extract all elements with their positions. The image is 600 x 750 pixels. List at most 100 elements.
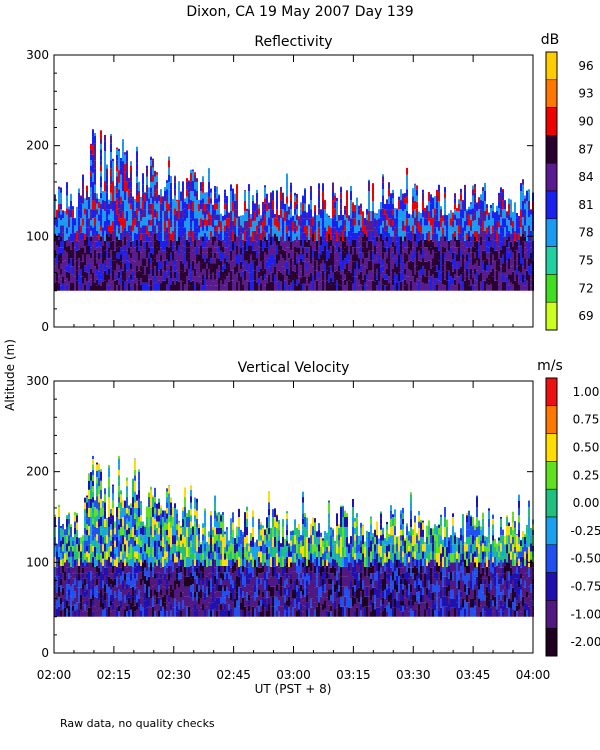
heatmap-cell	[136, 170, 138, 177]
heatmap-cell	[164, 220, 166, 231]
heatmap-cell	[178, 218, 180, 228]
heatmap-cell	[204, 543, 206, 552]
heatmap-cell	[508, 225, 510, 231]
heatmap-cell	[218, 220, 220, 228]
heatmap-cell	[146, 506, 148, 508]
heatmap-cell	[92, 518, 94, 525]
heatmap-cell	[118, 252, 120, 259]
heatmap-cell	[434, 233, 436, 240]
heatmap-cell	[226, 261, 228, 269]
heatmap-cell	[158, 498, 160, 503]
heatmap-cell	[196, 254, 198, 264]
heatmap-cell	[84, 540, 86, 547]
heatmap-cell	[170, 189, 172, 196]
heatmap-cell	[54, 241, 56, 250]
heatmap-cell	[124, 227, 126, 237]
heatmap-cell	[316, 260, 318, 271]
heatmap-cell	[164, 280, 166, 291]
heatmap-cell	[228, 540, 230, 547]
heatmap-cell	[216, 540, 218, 547]
heatmap-cell	[222, 215, 224, 221]
heatmap-cell	[424, 254, 426, 262]
heatmap-cell	[394, 281, 396, 291]
heatmap-cell	[464, 270, 466, 281]
heatmap-cell	[60, 585, 62, 592]
heatmap-cell	[256, 539, 258, 547]
heatmap-cell	[110, 551, 112, 557]
heatmap-cell	[94, 135, 96, 144]
heatmap-cell	[214, 186, 216, 188]
heatmap-cell	[318, 195, 320, 202]
heatmap-cell	[292, 280, 294, 291]
heatmap-cell	[426, 239, 428, 248]
heatmap-cell	[408, 218, 410, 226]
heatmap-cell	[372, 200, 374, 211]
heatmap-cell	[194, 565, 196, 573]
heatmap-cell	[154, 249, 156, 259]
heatmap-cell	[432, 197, 434, 201]
heatmap-cell	[242, 534, 244, 541]
heatmap-cell	[186, 536, 188, 547]
heatmap-cell	[232, 580, 234, 588]
heatmap-cell	[452, 214, 454, 221]
heatmap-cell	[220, 610, 222, 617]
heatmap-cell	[362, 220, 364, 226]
heatmap-cell	[350, 272, 352, 282]
heatmap-cell	[284, 280, 286, 291]
heatmap-cell	[104, 592, 106, 601]
heatmap-cell	[150, 279, 152, 286]
heatmap-cell	[142, 209, 144, 218]
heatmap-cell	[106, 559, 108, 568]
heatmap-cell	[244, 546, 246, 557]
heatmap-cell	[146, 165, 148, 169]
heatmap-cell	[330, 252, 332, 259]
heatmap-cell	[156, 203, 158, 211]
heatmap-cell	[136, 163, 138, 171]
heatmap-cell	[86, 209, 88, 219]
heatmap-cell	[54, 233, 56, 242]
heatmap-cell	[176, 594, 178, 601]
heatmap-cell	[114, 521, 116, 528]
heatmap-cell	[76, 515, 78, 523]
heatmap-cell	[164, 260, 166, 271]
heatmap-cell	[86, 227, 88, 237]
heatmap-cell	[60, 534, 62, 541]
heatmap-cell	[436, 278, 438, 285]
heatmap-cell	[184, 252, 186, 259]
heatmap-cell	[494, 280, 496, 291]
heatmap-cell	[100, 171, 102, 177]
heatmap-cell	[128, 585, 130, 592]
heatmap-cell	[434, 239, 436, 247]
heatmap-cell	[136, 551, 138, 559]
heatmap-cell	[524, 241, 526, 248]
heatmap-cell	[266, 517, 268, 522]
heatmap-cell	[384, 230, 386, 237]
heatmap-cell	[338, 246, 340, 253]
heatmap-cell	[100, 535, 102, 545]
heatmap-cell	[392, 241, 394, 248]
heatmap-cell	[66, 189, 68, 196]
heatmap-cell	[100, 268, 102, 275]
heatmap-cell	[356, 276, 358, 284]
heatmap-cell	[430, 194, 432, 197]
heatmap-cell	[172, 589, 174, 599]
heatmap-cell	[454, 274, 456, 280]
heatmap-cell	[142, 192, 144, 201]
heatmap-cell	[104, 220, 106, 231]
heatmap-cell	[290, 182, 292, 185]
heatmap-cell	[178, 227, 180, 237]
heatmap-cell	[210, 274, 212, 280]
heatmap-cell	[444, 263, 446, 269]
heatmap-cell	[134, 491, 136, 498]
heatmap-cell	[266, 232, 268, 240]
heatmap-cell	[188, 576, 190, 587]
heatmap-cell	[180, 260, 182, 271]
heatmap-cell	[498, 259, 500, 266]
heatmap-cell	[154, 573, 156, 579]
heatmap-cell	[56, 608, 58, 617]
heatmap-cell	[440, 227, 442, 237]
heatmap-cell	[476, 230, 478, 241]
heatmap-cell	[188, 536, 190, 547]
heatmap-cell	[340, 236, 342, 242]
heatmap-cell	[256, 258, 258, 267]
